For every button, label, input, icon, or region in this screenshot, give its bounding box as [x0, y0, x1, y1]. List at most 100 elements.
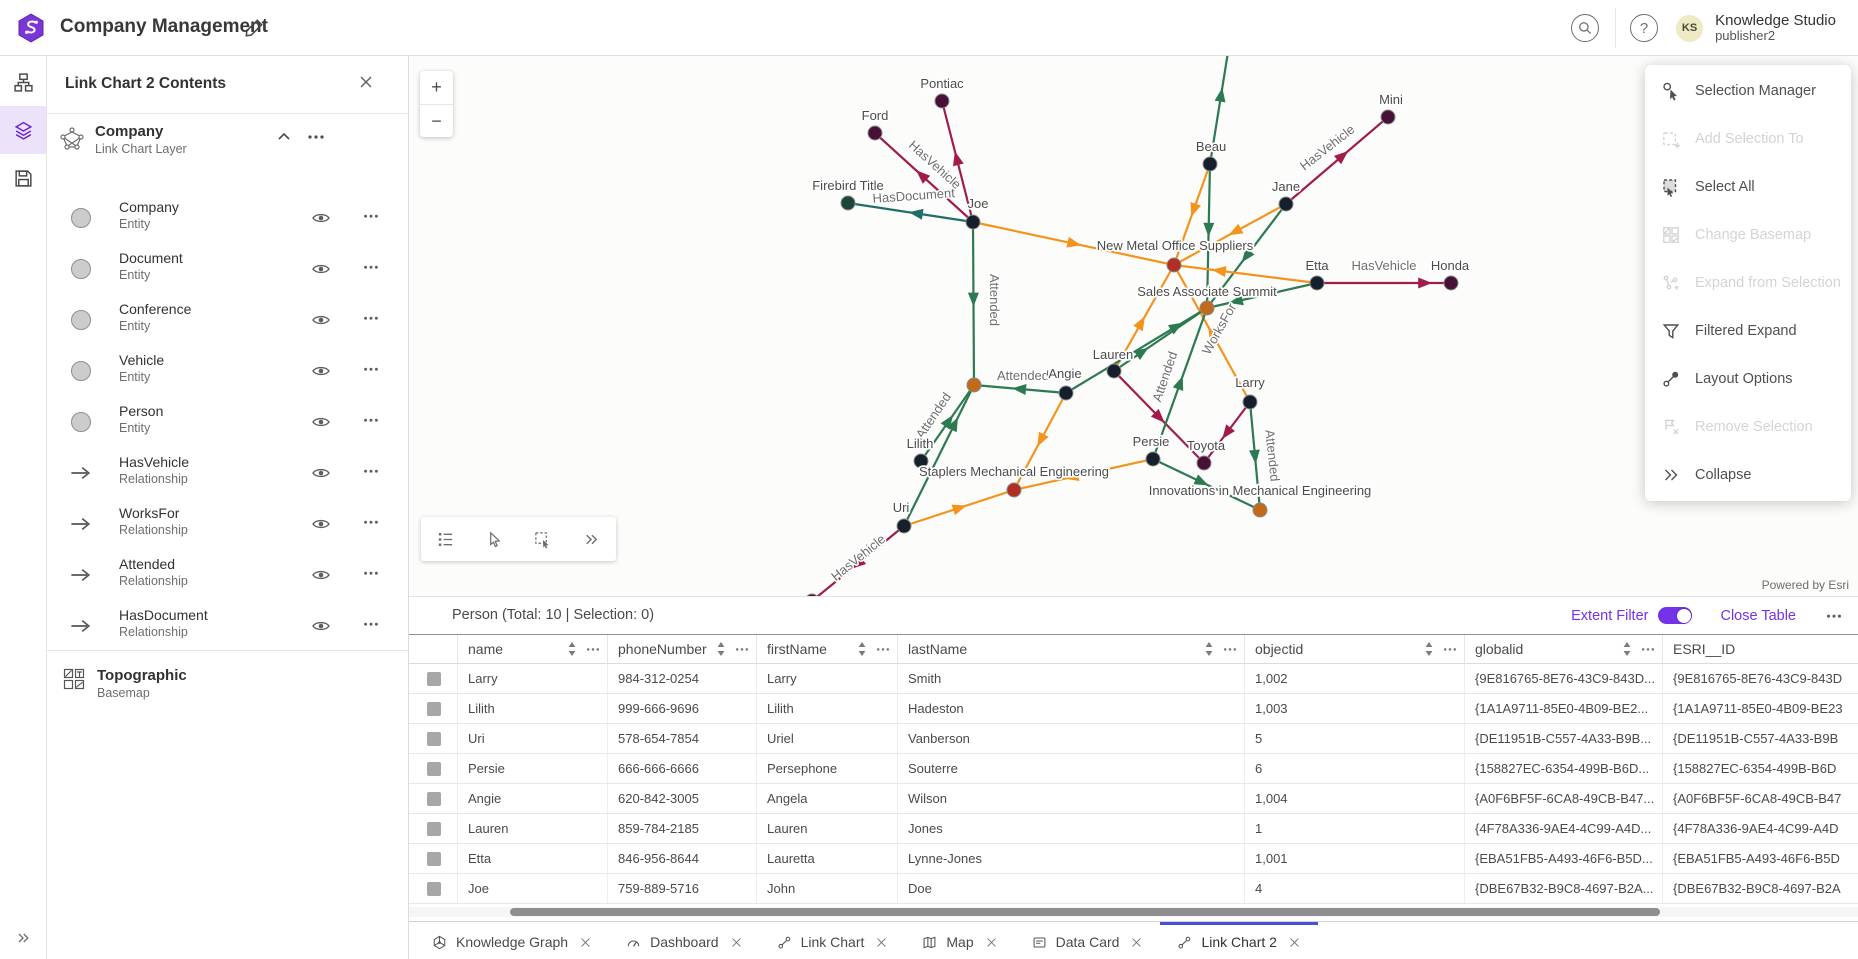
graph-node-nmos[interactable] [1166, 257, 1182, 273]
graph-node-angie[interactable] [1058, 385, 1074, 401]
column-menu-icon[interactable] [1640, 643, 1656, 656]
close-panel-icon[interactable] [358, 74, 378, 94]
graph-node-joe[interactable] [965, 214, 981, 230]
link-chart-layer-group[interactable]: Company Link Chart Layer [47, 118, 408, 170]
sort-icon[interactable] [1204, 641, 1214, 657]
table-row[interactable]: Uri 578-654-7854 Uriel Vanberson 5 {DE11951B-… [409, 724, 1858, 754]
column-menu-icon[interactable] [585, 643, 601, 656]
layer-options-icon[interactable] [362, 260, 380, 276]
tab-data-card[interactable]: Data Card [1015, 922, 1161, 959]
column-menu-icon[interactable] [875, 643, 891, 656]
tab-link-chart-2[interactable]: Link Chart 2 [1160, 922, 1318, 959]
graph-edge-attended[interactable] [903, 384, 975, 527]
sort-icon[interactable] [1424, 641, 1434, 657]
layer-options-icon[interactable] [362, 362, 380, 378]
search-icon[interactable] [1571, 14, 1600, 42]
layer-item-hasvehicle[interactable]: HasVehicle Relationship [47, 447, 408, 498]
row-checkbox[interactable] [427, 671, 441, 686]
extent-filter-control[interactable]: Extent Filter [1571, 607, 1693, 624]
tab-link-chart[interactable]: Link Chart [760, 922, 906, 959]
sort-icon[interactable] [567, 641, 577, 657]
sort-icon[interactable] [1622, 641, 1632, 657]
graph-edge-hasvehicle[interactable] [1285, 116, 1389, 205]
layer-item-company[interactable]: Company Entity [47, 192, 408, 243]
tab-knowledge-graph[interactable]: Knowledge Graph [415, 922, 609, 959]
graph-svg[interactable]: HasVehicle HasDocument Attended HasVehicle H… [409, 56, 1858, 596]
graph-node-beau[interactable] [1202, 156, 1218, 172]
graph-node-uri[interactable] [896, 518, 912, 534]
graph-node-staplers[interactable] [1006, 482, 1022, 498]
graph-node-innovations[interactable] [1252, 502, 1268, 518]
graph-edge-attended[interactable] [1208, 56, 1229, 165]
table-row[interactable]: Lilith 999-666-9696 Lilith Hadeston 1,003 {1A… [409, 694, 1858, 724]
zoom-out-button[interactable]: − [420, 104, 453, 137]
legend-list-icon[interactable] [430, 524, 460, 554]
layer-item-document[interactable]: Document Entity [47, 243, 408, 294]
visibility-eye-icon[interactable] [311, 463, 331, 483]
tab-close-icon[interactable] [579, 936, 592, 949]
row-checkbox[interactable] [427, 851, 441, 866]
graph-node-firebird[interactable] [840, 195, 856, 211]
toolbar-expand-icon[interactable] [577, 524, 607, 554]
table-row[interactable]: Lauren 859-784-2185 Lauren Jones 1 {4F78A336-… [409, 814, 1858, 844]
tab-close-icon[interactable] [1288, 936, 1301, 949]
layer-item-attended[interactable]: Attended Relationship [47, 549, 408, 600]
row-checkbox[interactable] [427, 731, 441, 746]
graph-node-pontiac[interactable] [934, 93, 950, 109]
group-options-icon[interactable] [305, 128, 327, 146]
tab-close-icon[interactable] [1130, 936, 1143, 949]
graph-node-ford[interactable] [867, 125, 883, 141]
layer-options-icon[interactable] [362, 617, 380, 633]
extent-filter-toggle[interactable] [1658, 607, 1693, 624]
graph-node-mini[interactable] [1380, 109, 1396, 125]
graph-edge-worksfor[interactable] [1013, 457, 1154, 492]
tab-close-icon[interactable] [985, 936, 998, 949]
graph-node-conf1[interactable] [966, 377, 982, 393]
column-header-name[interactable]: name [458, 635, 608, 663]
row-checkbox[interactable] [427, 761, 441, 776]
layer-item-person[interactable]: Person Entity [47, 396, 408, 447]
layer-options-icon[interactable] [362, 413, 380, 429]
table-row[interactable]: Persie 666-666-6666 Persephone Souterre 6 {15… [409, 754, 1858, 784]
edit-title-pencil-icon[interactable] [243, 17, 265, 39]
graph-node-toyota[interactable] [1196, 455, 1212, 471]
menu-item-filtered-expand[interactable]: Filtered Expand [1645, 307, 1851, 355]
menu-item-collapse[interactable]: Collapse [1645, 451, 1851, 499]
row-checkbox[interactable] [427, 821, 441, 836]
visibility-eye-icon[interactable] [311, 259, 331, 279]
layer-item-vehicle[interactable]: Vehicle Entity [47, 345, 408, 396]
layers-icon[interactable] [0, 106, 46, 154]
save-icon[interactable] [0, 154, 46, 202]
layer-options-icon[interactable] [362, 464, 380, 480]
sort-icon[interactable] [716, 641, 726, 657]
layer-item-worksfor[interactable]: WorksFor Relationship [47, 498, 408, 549]
menu-item-layout-options[interactable]: Layout Options [1645, 355, 1851, 403]
close-table-button[interactable]: Close Table [1720, 607, 1796, 624]
tab-dashboard[interactable]: Dashboard [609, 922, 760, 959]
graph-node-sas[interactable] [1199, 300, 1215, 316]
scrollbar-thumb[interactable] [510, 908, 1660, 916]
visibility-eye-icon[interactable] [311, 361, 331, 381]
layer-options-icon[interactable] [362, 515, 380, 531]
visibility-eye-icon[interactable] [311, 616, 331, 636]
table-row[interactable]: Joe 759-889-5716 John Doe 4 {DBE67B32-B9C8-46… [409, 874, 1858, 904]
graph-edge-attended[interactable] [1206, 281, 1318, 310]
user-info[interactable]: Knowledge Studio publisher2 [1715, 12, 1836, 44]
graph-node-honda[interactable] [1443, 275, 1459, 291]
graph-edge-worksfor[interactable] [1173, 263, 1318, 285]
visibility-eye-icon[interactable] [311, 208, 331, 228]
graph-node-vpartial[interactable] [805, 593, 819, 596]
column-header-globalid[interactable]: globalid [1465, 635, 1663, 663]
column-menu-icon[interactable] [1442, 643, 1458, 656]
visibility-eye-icon[interactable] [311, 310, 331, 330]
link-chart-canvas[interactable]: HasVehicle HasDocument Attended HasVehicle H… [409, 56, 1858, 596]
layer-options-icon[interactable] [362, 566, 380, 582]
pointer-select-icon[interactable] [479, 524, 509, 554]
graph-node-jane[interactable] [1278, 196, 1294, 212]
column-header-firstName[interactable]: firstName [757, 635, 898, 663]
rail-expand-icon[interactable] [0, 923, 46, 953]
tab-close-icon[interactable] [730, 936, 743, 949]
row-checkbox[interactable] [427, 701, 441, 716]
graph-node-persie[interactable] [1145, 451, 1161, 467]
table-options-icon[interactable] [1824, 608, 1844, 624]
